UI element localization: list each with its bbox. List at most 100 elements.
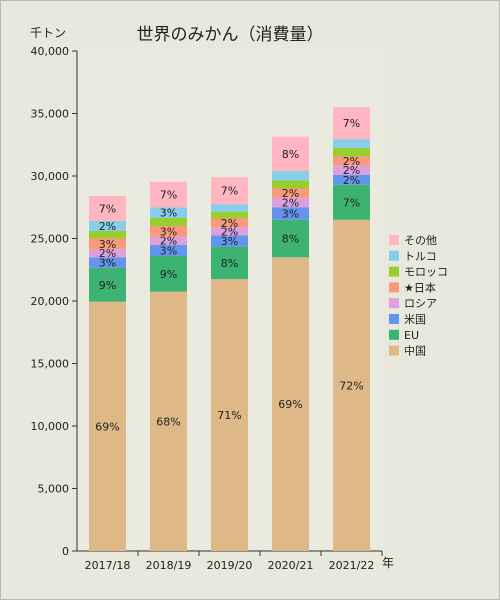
data-label: 7% (221, 185, 238, 198)
x-tick-label: 2017/18 (85, 559, 131, 572)
legend-label: 中国 (404, 345, 426, 358)
data-label: 3% (160, 207, 177, 220)
x-tick-label: 2019/20 (207, 559, 253, 572)
legend-swatch (389, 314, 399, 324)
bar-segment (333, 147, 370, 157)
bar-segment (150, 181, 187, 208)
x-axis-unit: 年 (382, 556, 394, 570)
bar-segment (89, 249, 126, 258)
data-label: 3% (160, 244, 177, 257)
bar-segment (150, 291, 187, 551)
legend-label: 米国 (404, 313, 426, 326)
data-label: 7% (343, 196, 360, 209)
legend-swatch (389, 329, 399, 340)
bars: 69%9%3%2%3%2%7%68%9%3%2%3%3%7%71%8%3%2%2… (89, 107, 370, 551)
y-tick-label: 0 (62, 545, 69, 558)
x-tick-label: 2021/22 (329, 559, 375, 572)
legend-label: ロシア (404, 297, 437, 310)
data-label: 2% (99, 220, 116, 233)
bar-segment (89, 196, 126, 221)
legend-swatch (389, 250, 399, 261)
data-label: 2% (343, 164, 360, 177)
data-label: 7% (160, 188, 177, 201)
bar-segment (333, 156, 370, 166)
bar-segment (150, 256, 187, 292)
bar-segment (211, 177, 248, 205)
data-label: 2% (160, 235, 177, 248)
bar-segment (150, 226, 187, 237)
bar-segment (89, 267, 126, 302)
legend-label: モロッコ (404, 266, 448, 279)
legend-label: トルコ (404, 250, 437, 263)
data-label: 2% (99, 247, 116, 260)
data-label: 3% (282, 208, 299, 221)
data-label: 71% (217, 409, 241, 422)
y-tick-label: 35,000 (31, 108, 70, 121)
data-label: 68% (156, 415, 180, 428)
bar-segment (211, 246, 248, 280)
bar-segment (272, 257, 309, 551)
bar-segment (333, 165, 370, 175)
bar-segment (211, 211, 248, 219)
bar-segment (150, 207, 187, 218)
bar-segment (272, 197, 309, 208)
y-tick-label: 30,000 (31, 170, 70, 183)
legend-swatch (389, 282, 399, 293)
bar-segment (333, 174, 370, 185)
legend-label: EU (404, 329, 419, 342)
bar-segment (150, 217, 187, 226)
y-tick-label: 15,000 (31, 358, 70, 371)
data-label: 8% (282, 148, 299, 161)
bar-segment (333, 219, 370, 551)
bar-segment (333, 107, 370, 140)
data-label: 2% (282, 197, 299, 210)
data-label: 9% (160, 268, 177, 281)
legend-swatch (389, 235, 399, 245)
data-label: 72% (339, 379, 363, 392)
y-tick-label: 40,000 (31, 45, 70, 58)
bar-segment (89, 221, 126, 231)
bar-segment (89, 257, 126, 268)
bar-segment (211, 279, 248, 551)
data-label: 2% (282, 187, 299, 200)
bar-segment (211, 227, 248, 236)
y-tick-label: 5,000 (38, 483, 70, 496)
legend-label: その他 (404, 234, 437, 247)
y-tick-label: 20,000 (31, 295, 70, 308)
bar-segment (150, 244, 187, 256)
data-label: 2% (343, 174, 360, 187)
y-axis-unit: 千トン (30, 26, 66, 40)
legend-swatch (389, 266, 399, 277)
bar-segment (333, 184, 370, 220)
legend-label: ★日本 (404, 280, 436, 294)
bar-segment (272, 219, 309, 258)
data-label: 2% (221, 217, 238, 230)
axes: 0 5,000 10,000 15,000 20,000 25,000 30,000 35,0… (31, 45, 383, 572)
data-label: 3% (160, 225, 177, 238)
data-label: 3% (99, 257, 116, 270)
data-label: 3% (221, 235, 238, 248)
bar-segment (211, 204, 248, 212)
data-label: 2% (221, 225, 238, 238)
y-tick-label: 25,000 (31, 233, 70, 246)
data-label: 9% (99, 279, 116, 292)
data-label: 8% (221, 257, 238, 270)
y-tick-label: 10,000 (31, 420, 70, 433)
data-label: 2% (343, 155, 360, 168)
bar-segment (272, 136, 309, 171)
data-label: 7% (343, 117, 360, 130)
bar-segment (272, 171, 309, 181)
bar-segment (89, 301, 126, 551)
bar-segment (89, 231, 126, 239)
x-tick-label: 2020/21 (268, 559, 314, 572)
data-label: 7% (99, 203, 116, 216)
bar-segment (211, 235, 248, 247)
bar-segment (150, 236, 187, 245)
data-label: 8% (282, 233, 299, 246)
data-label: 69% (95, 420, 119, 433)
data-label: 3% (99, 238, 116, 251)
chart-title: 世界のみかん（消費量） (137, 25, 324, 45)
bar-segment (272, 207, 309, 220)
